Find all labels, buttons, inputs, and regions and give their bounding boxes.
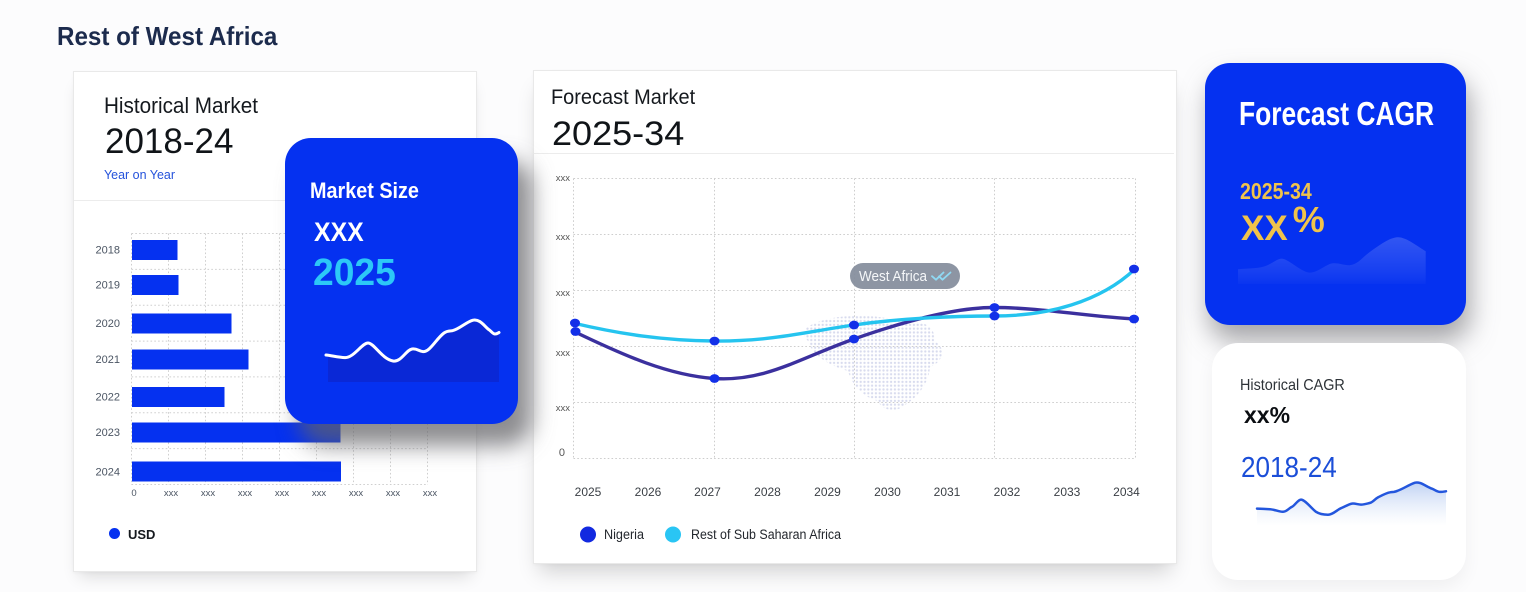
svg-text:2023: 2023 xyxy=(96,427,120,439)
svg-text:2034: 2034 xyxy=(1113,485,1140,499)
svg-text:xxx: xxx xyxy=(201,488,216,499)
svg-text:0: 0 xyxy=(131,488,136,499)
svg-text:2018: 2018 xyxy=(96,245,120,257)
svg-text:xxx: xxx xyxy=(556,173,571,184)
svg-text:2021: 2021 xyxy=(96,354,120,366)
svg-text:2024: 2024 xyxy=(96,467,120,479)
svg-text:2019: 2019 xyxy=(96,280,120,292)
svg-text:2020: 2020 xyxy=(96,318,120,330)
svg-text:xxx: xxx xyxy=(556,403,571,414)
svg-text:2029: 2029 xyxy=(814,485,841,499)
svg-text:xxx: xxx xyxy=(164,488,179,499)
svg-text:0: 0 xyxy=(559,447,565,459)
svg-text:xxx: xxx xyxy=(556,288,571,299)
svg-text:xxx: xxx xyxy=(556,232,571,243)
svg-text:2028: 2028 xyxy=(754,485,781,499)
svg-text:2030: 2030 xyxy=(874,485,901,499)
svg-text:xxx: xxx xyxy=(238,488,253,499)
svg-text:xxx: xxx xyxy=(349,488,364,499)
svg-text:Nigeria: Nigeria xyxy=(604,527,644,542)
svg-text:xxx: xxx xyxy=(275,488,290,499)
svg-text:2033: 2033 xyxy=(1054,485,1081,499)
svg-text:xxx: xxx xyxy=(556,348,571,359)
svg-text:2022: 2022 xyxy=(96,392,120,404)
svg-text:2026: 2026 xyxy=(635,485,662,499)
svg-text:xxx: xxx xyxy=(312,488,327,499)
svg-text:2027: 2027 xyxy=(694,485,721,499)
svg-text:Rest of Sub Saharan Africa: Rest of Sub Saharan Africa xyxy=(691,527,841,542)
svg-text:2032: 2032 xyxy=(994,485,1021,499)
svg-text:xxx: xxx xyxy=(423,488,438,499)
svg-text:2031: 2031 xyxy=(934,485,961,499)
svg-text:2025: 2025 xyxy=(575,485,602,499)
svg-text:xxx: xxx xyxy=(386,488,401,499)
